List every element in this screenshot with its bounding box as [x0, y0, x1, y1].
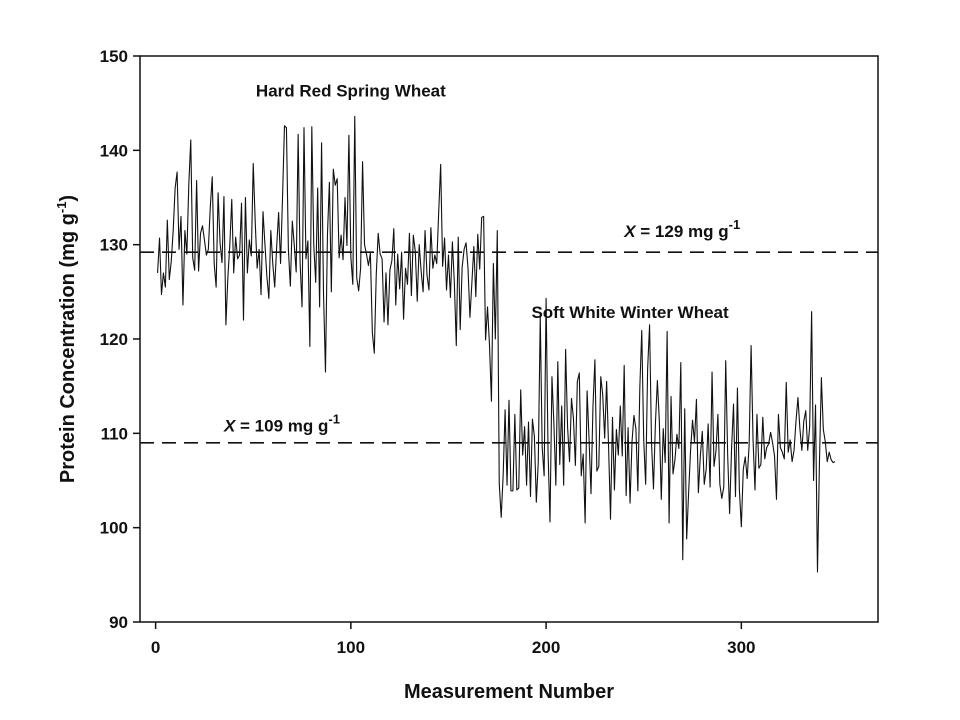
- reference-lines: [140, 251, 878, 444]
- y-axis-title-main: Protein Concentration (mg g: [57, 213, 79, 483]
- annotation-sww: Soft White Winter Wheat: [531, 303, 729, 322]
- y-tick-label: 120: [100, 330, 128, 349]
- y-tick-label: 140: [100, 141, 128, 160]
- annotation-mean-109: X = 109 mg g-1: [223, 411, 340, 435]
- x-tick-label: 300: [727, 638, 755, 657]
- annotation-hrs: Hard Red Spring Wheat: [256, 82, 446, 101]
- mean-value: = 109 mg g: [235, 416, 328, 435]
- mean-unit-sup: -1: [729, 217, 741, 232]
- series-line-0: [157, 115, 836, 573]
- mean-variable: X: [223, 416, 237, 435]
- plot-frame: [139, 55, 879, 623]
- mean-variable: X: [623, 222, 637, 241]
- mean-unit-sup: -1: [328, 411, 340, 426]
- x-tick-label: 0: [151, 638, 160, 657]
- y-tick-label: 150: [100, 47, 128, 66]
- series-group: [157, 115, 836, 573]
- y-axis-title-sup: -1: [54, 202, 69, 214]
- y-tick-label: 130: [100, 236, 128, 255]
- y-axis-ticks: 90 100 110 120 130 140 150: [100, 47, 140, 632]
- x-axis-title: Measurement Number: [404, 681, 614, 703]
- x-axis-ticks: 0 100 200 300: [151, 622, 756, 657]
- mean-value: = 129 mg g: [636, 222, 729, 241]
- y-axis-title-close: ): [57, 195, 79, 202]
- y-tick-label: 110: [101, 424, 128, 443]
- y-axis-title: Protein Concentration (mg g-1): [54, 195, 79, 483]
- x-tick-label: 100: [337, 638, 365, 657]
- y-tick-label: 90: [109, 613, 128, 632]
- x-tick-label: 200: [532, 638, 560, 657]
- y-tick-label: 100: [100, 519, 128, 538]
- annotation-mean-129: X = 129 mg g-1: [623, 217, 740, 241]
- annotations: Hard Red Spring Wheat Soft White Winter W…: [223, 82, 740, 436]
